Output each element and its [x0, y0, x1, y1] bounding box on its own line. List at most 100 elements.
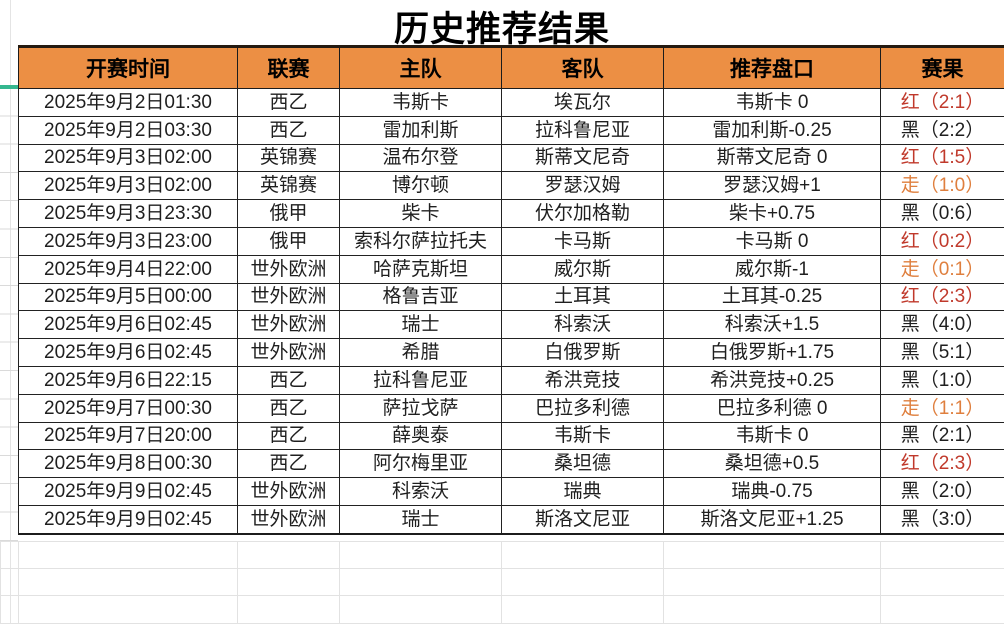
empty-cell[interactable] — [339, 595, 502, 624]
empty-cell[interactable] — [339, 568, 502, 597]
cell-away-team[interactable]: 桑坦德 — [501, 449, 664, 479]
cell-time[interactable]: 2025年9月5日00:00 — [18, 282, 238, 312]
cell-league[interactable]: 西乙 — [237, 88, 340, 117]
cell-away-team[interactable]: 斯洛文尼亚 — [501, 504, 664, 535]
cell-handicap[interactable]: 科索沃+1.5 — [663, 310, 881, 340]
cell-league[interactable]: 西乙 — [237, 393, 340, 423]
cell-away-team[interactable]: 韦斯卡 — [501, 421, 664, 451]
cell-handicap[interactable]: 斯洛文尼亚+1.25 — [663, 504, 881, 535]
cell-league[interactable]: 西乙 — [237, 421, 340, 451]
cell-time[interactable]: 2025年9月2日03:30 — [18, 115, 238, 145]
empty-cell[interactable] — [0, 595, 19, 624]
cell-result[interactable]: 黑（1:0） — [880, 365, 1004, 395]
cell-result[interactable]: 黑（5:1） — [880, 338, 1004, 367]
cell-handicap[interactable]: 巴拉多利德 0 — [663, 393, 881, 423]
cell-time[interactable]: 2025年9月3日02:00 — [18, 143, 238, 173]
cell-result[interactable]: 走（0:1） — [880, 254, 1004, 284]
empty-cell[interactable] — [880, 568, 1004, 597]
cell-result[interactable]: 黑（2:2） — [880, 115, 1004, 145]
cell-time[interactable]: 2025年9月9日02:45 — [18, 477, 238, 506]
cell-handicap[interactable]: 白俄罗斯+1.75 — [663, 338, 881, 367]
cell-handicap[interactable]: 韦斯卡 0 — [663, 421, 881, 451]
cell-result[interactable]: 红（0:2） — [880, 226, 1004, 256]
cell-league[interactable]: 世外欧洲 — [237, 504, 340, 535]
cell-handicap[interactable]: 瑞典-0.75 — [663, 477, 881, 506]
cell-result[interactable]: 黑（3:0） — [880, 504, 1004, 535]
cell-home-team[interactable]: 萨拉戈萨 — [339, 393, 502, 423]
cell-home-team[interactable]: 瑞士 — [339, 504, 502, 535]
empty-cell[interactable] — [18, 540, 238, 570]
empty-cell[interactable] — [18, 568, 238, 597]
cell-home-team[interactable]: 韦斯卡 — [339, 88, 502, 117]
cell-result[interactable]: 黑（2:1） — [880, 421, 1004, 451]
cell-home-team[interactable]: 雷加利斯 — [339, 115, 502, 145]
cell-time[interactable]: 2025年9月7日20:00 — [18, 421, 238, 451]
cell-time[interactable]: 2025年9月3日02:00 — [18, 171, 238, 201]
cell-home-team[interactable]: 哈萨克斯坦 — [339, 254, 502, 284]
cell-time[interactable]: 2025年9月3日23:00 — [18, 226, 238, 256]
cell-league[interactable]: 俄甲 — [237, 199, 340, 228]
cell-home-team[interactable]: 博尔顿 — [339, 171, 502, 201]
cell-home-team[interactable]: 瑞士 — [339, 310, 502, 340]
header-handicap[interactable]: 推荐盘口 — [663, 45, 881, 89]
cell-time[interactable]: 2025年9月6日22:15 — [18, 365, 238, 395]
cell-result[interactable]: 黑（0:6） — [880, 199, 1004, 228]
cell-result[interactable]: 走（1:0） — [880, 171, 1004, 201]
cell-home-team[interactable]: 温布尔登 — [339, 143, 502, 173]
cell-league[interactable]: 世外欧洲 — [237, 477, 340, 506]
empty-cell[interactable] — [880, 595, 1004, 624]
cell-result[interactable]: 红（2:1） — [880, 88, 1004, 117]
cell-home-team[interactable]: 柴卡 — [339, 199, 502, 228]
cell-time[interactable]: 2025年9月8日00:30 — [18, 449, 238, 479]
cell-league[interactable]: 英锦赛 — [237, 143, 340, 173]
cell-away-team[interactable]: 埃瓦尔 — [501, 88, 664, 117]
cell-handicap[interactable]: 罗瑟汉姆+1 — [663, 171, 881, 201]
empty-cell[interactable] — [880, 540, 1004, 570]
empty-cell[interactable] — [339, 540, 502, 570]
cell-away-team[interactable]: 威尔斯 — [501, 254, 664, 284]
cell-time[interactable]: 2025年9月6日02:45 — [18, 338, 238, 367]
cell-away-team[interactable]: 罗瑟汉姆 — [501, 171, 664, 201]
cell-league[interactable]: 世外欧洲 — [237, 282, 340, 312]
cell-home-team[interactable]: 科索沃 — [339, 477, 502, 506]
cell-result[interactable]: 红（2:3） — [880, 282, 1004, 312]
cell-away-team[interactable]: 瑞典 — [501, 477, 664, 506]
cell-away-team[interactable]: 卡马斯 — [501, 226, 664, 256]
empty-cell[interactable] — [663, 568, 881, 597]
cell-away-team[interactable]: 土耳其 — [501, 282, 664, 312]
cell-time[interactable]: 2025年9月6日02:45 — [18, 310, 238, 340]
cell-result[interactable]: 红（2:3） — [880, 449, 1004, 479]
cell-time[interactable]: 2025年9月7日00:30 — [18, 393, 238, 423]
cell-home-team[interactable]: 格鲁吉亚 — [339, 282, 502, 312]
cell-away-team[interactable]: 伏尔加格勒 — [501, 199, 664, 228]
header-home-team[interactable]: 主队 — [339, 45, 502, 89]
cell-away-team[interactable]: 白俄罗斯 — [501, 338, 664, 367]
cell-handicap[interactable]: 雷加利斯-0.25 — [663, 115, 881, 145]
cell-league[interactable]: 世外欧洲 — [237, 254, 340, 284]
header-away-team[interactable]: 客队 — [501, 45, 664, 89]
cell-handicap[interactable]: 希洪竞技+0.25 — [663, 365, 881, 395]
cell-league[interactable]: 西乙 — [237, 449, 340, 479]
cell-handicap[interactable]: 威尔斯-1 — [663, 254, 881, 284]
cell-home-team[interactable]: 索科尔萨拉托夫 — [339, 226, 502, 256]
cell-home-team[interactable]: 拉科鲁尼亚 — [339, 365, 502, 395]
empty-cell[interactable] — [237, 540, 340, 570]
cell-handicap[interactable]: 斯蒂文尼奇 0 — [663, 143, 881, 173]
cell-handicap[interactable]: 卡马斯 0 — [663, 226, 881, 256]
empty-cell[interactable] — [237, 568, 340, 597]
cell-home-team[interactable]: 希腊 — [339, 338, 502, 367]
cell-handicap[interactable]: 桑坦德+0.5 — [663, 449, 881, 479]
header-league[interactable]: 联赛 — [237, 45, 340, 89]
cell-time[interactable]: 2025年9月4日22:00 — [18, 254, 238, 284]
empty-cell[interactable] — [0, 540, 19, 570]
cell-home-team[interactable]: 阿尔梅里亚 — [339, 449, 502, 479]
empty-cell[interactable] — [0, 568, 19, 597]
empty-cell[interactable] — [501, 540, 664, 570]
cell-handicap[interactable]: 韦斯卡 0 — [663, 88, 881, 117]
empty-cell[interactable] — [18, 595, 238, 624]
cell-league[interactable]: 英锦赛 — [237, 171, 340, 201]
cell-result[interactable]: 走（1:1） — [880, 393, 1004, 423]
cell-league[interactable]: 西乙 — [237, 115, 340, 145]
empty-cell[interactable] — [663, 540, 881, 570]
cell-time[interactable]: 2025年9月3日23:30 — [18, 199, 238, 228]
